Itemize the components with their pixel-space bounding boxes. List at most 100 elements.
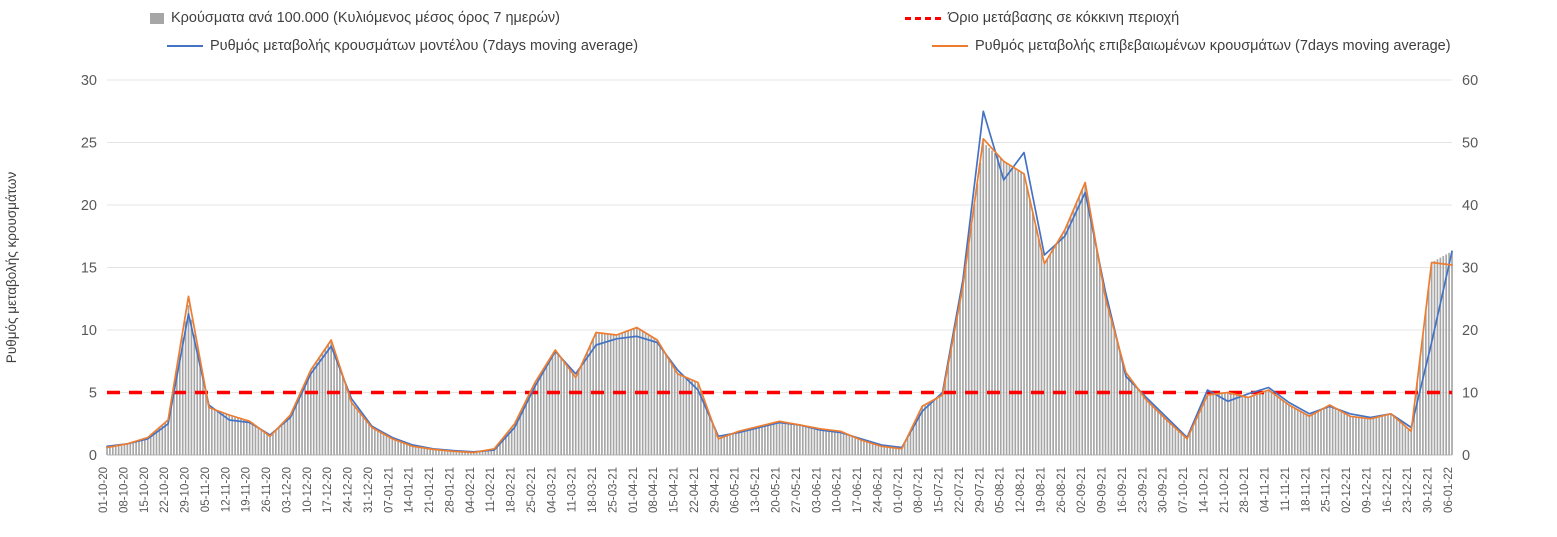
svg-text:07-01-21: 07-01-21	[383, 467, 395, 513]
svg-text:15-10-20: 15-10-20	[139, 467, 151, 513]
svg-text:23-09-21: 23-09-21	[1137, 467, 1149, 513]
svg-text:20: 20	[81, 198, 97, 214]
right-axis-ticks: 0 10 20 30 40 50 60	[1462, 73, 1478, 464]
svg-text:11-11-21: 11-11-21	[1280, 467, 1292, 511]
svg-text:15: 15	[81, 261, 97, 277]
svg-text:10: 10	[1462, 386, 1478, 402]
svg-text:19-08-21: 19-08-21	[1035, 467, 1047, 513]
svg-text:01-10-20: 01-10-20	[98, 467, 110, 513]
svg-text:30-12-21: 30-12-21	[1423, 467, 1435, 513]
svg-text:40: 40	[1462, 198, 1478, 214]
svg-text:30-09-21: 30-09-21	[1158, 467, 1170, 513]
svg-text:09-12-21: 09-12-21	[1361, 467, 1373, 513]
svg-text:18-02-21: 18-02-21	[506, 467, 518, 513]
svg-text:16-12-21: 16-12-21	[1382, 467, 1394, 513]
svg-text:12-11-20: 12-11-20	[220, 467, 232, 512]
svg-text:29-04-21: 29-04-21	[709, 467, 721, 513]
confirmed-line	[106, 137, 1453, 454]
svg-text:25-02-21: 25-02-21	[526, 467, 538, 513]
svg-text:16-09-21: 16-09-21	[1117, 467, 1129, 513]
svg-text:27-05-21: 27-05-21	[791, 467, 803, 513]
bars-swatch-icon	[150, 12, 164, 24]
svg-text:23-12-21: 23-12-21	[1402, 467, 1414, 513]
legend-label-bars: Κρούσματα ανά 100.000 (Κυλιόμενος μέσος …	[171, 10, 561, 26]
svg-text:08-10-20: 08-10-20	[118, 467, 130, 513]
svg-text:24-12-20: 24-12-20	[343, 467, 355, 513]
svg-text:30: 30	[81, 73, 97, 89]
svg-text:03-06-21: 03-06-21	[811, 467, 823, 513]
svg-text:21-10-21: 21-10-21	[1219, 467, 1231, 513]
svg-text:14-01-21: 14-01-21	[404, 467, 416, 513]
bars-series	[106, 142, 1453, 456]
svg-text:28-10-21: 28-10-21	[1239, 467, 1251, 513]
legend-item-confirmed-line: Ρυθμός μεταβολής επιβεβαιωμένων κρουσμάτ…	[932, 38, 1451, 54]
svg-text:14-10-21: 14-10-21	[1198, 467, 1210, 513]
svg-text:0: 0	[1462, 448, 1470, 464]
svg-text:50: 50	[1462, 136, 1478, 152]
svg-text:13-05-21: 13-05-21	[750, 467, 762, 513]
svg-text:09-09-21: 09-09-21	[1097, 467, 1109, 513]
svg-text:28-01-21: 28-01-21	[444, 467, 456, 513]
svg-text:20: 20	[1462, 323, 1478, 339]
svg-text:30: 30	[1462, 261, 1478, 277]
svg-text:04-02-21: 04-02-21	[465, 467, 477, 513]
svg-text:08-07-21: 08-07-21	[913, 467, 925, 513]
svg-text:22-04-21: 22-04-21	[689, 467, 701, 513]
svg-text:18-11-21: 18-11-21	[1300, 467, 1312, 512]
svg-text:05-11-20: 05-11-20	[200, 467, 212, 512]
svg-text:24-06-21: 24-06-21	[872, 467, 884, 513]
svg-text:25: 25	[81, 136, 97, 152]
svg-text:18-03-21: 18-03-21	[587, 467, 599, 513]
threshold-dash-icon	[905, 16, 941, 20]
svg-text:29-07-21: 29-07-21	[974, 467, 986, 513]
svg-text:12-08-21: 12-08-21	[1015, 467, 1027, 513]
svg-text:04-11-21: 04-11-21	[1260, 467, 1272, 512]
svg-text:15-04-21: 15-04-21	[669, 467, 681, 513]
svg-text:19-11-20: 19-11-20	[241, 467, 253, 512]
svg-text:22-10-20: 22-10-20	[159, 467, 171, 513]
legend-label-confirmed-line: Ρυθμός μεταβολής επιβεβαιωμένων κρουσμάτ…	[975, 38, 1451, 54]
svg-text:02-12-21: 02-12-21	[1341, 467, 1353, 513]
left-axis-ticks: 0 5 10 15 20 25 30	[81, 73, 97, 464]
legend-item-threshold: Όριο μετάβασης σε κόκκινη περιοχή	[905, 10, 1179, 26]
svg-text:03-12-20: 03-12-20	[281, 467, 293, 513]
svg-text:06-05-21: 06-05-21	[730, 467, 742, 513]
svg-text:10: 10	[81, 323, 97, 339]
svg-text:08-04-21: 08-04-21	[648, 467, 660, 513]
legend-label-model-line: Ρυθμός μεταβολής κρουσμάτων μοντέλου (7d…	[210, 38, 639, 54]
svg-text:22-07-21: 22-07-21	[954, 467, 966, 513]
svg-text:60: 60	[1462, 73, 1478, 89]
confirmed-line-swatch-icon	[932, 45, 968, 47]
svg-text:0: 0	[89, 448, 97, 464]
svg-text:01-04-21: 01-04-21	[628, 467, 640, 513]
svg-text:10-06-21: 10-06-21	[832, 467, 844, 513]
svg-text:02-09-21: 02-09-21	[1076, 467, 1088, 513]
svg-text:25-11-21: 25-11-21	[1321, 467, 1333, 512]
svg-text:15-07-21: 15-07-21	[934, 467, 946, 513]
legend-item-model-line: Ρυθμός μεταβολής κρουσμάτων μοντέλου (7d…	[167, 38, 638, 54]
svg-text:17-12-20: 17-12-20	[322, 467, 334, 513]
svg-text:21-01-21: 21-01-21	[424, 467, 436, 513]
model-line	[106, 110, 1453, 453]
model-line-swatch-icon	[167, 45, 203, 47]
svg-text:29-10-20: 29-10-20	[180, 467, 192, 513]
svg-text:31-12-20: 31-12-20	[363, 467, 375, 513]
svg-text:11-03-21: 11-03-21	[567, 467, 579, 512]
svg-text:04-03-21: 04-03-21	[546, 467, 558, 513]
gridlines	[107, 79, 1452, 456]
svg-text:11-02-21: 11-02-21	[485, 467, 497, 512]
svg-text:07-10-21: 07-10-21	[1178, 467, 1190, 513]
svg-text:20-05-21: 20-05-21	[771, 467, 783, 513]
svg-text:25-03-21: 25-03-21	[607, 467, 619, 513]
svg-text:10-12-20: 10-12-20	[302, 467, 314, 513]
legend-label-threshold: Όριο μετάβασης σε κόκκινη περιοχή	[948, 10, 1180, 26]
svg-text:17-06-21: 17-06-21	[852, 467, 864, 513]
legend-item-bars: Κρούσματα ανά 100.000 (Κυλιόμενος μέσος …	[150, 10, 560, 26]
x-axis-labels: 01-10-20 08-10-20 15-10-20 22-10-20 29-10-20…	[98, 467, 1455, 513]
svg-text:26-11-20: 26-11-20	[261, 467, 273, 512]
svg-text:01-07-21: 01-07-21	[893, 467, 905, 513]
svg-text:26-08-21: 26-08-21	[1056, 467, 1068, 513]
svg-text:5: 5	[89, 386, 97, 402]
